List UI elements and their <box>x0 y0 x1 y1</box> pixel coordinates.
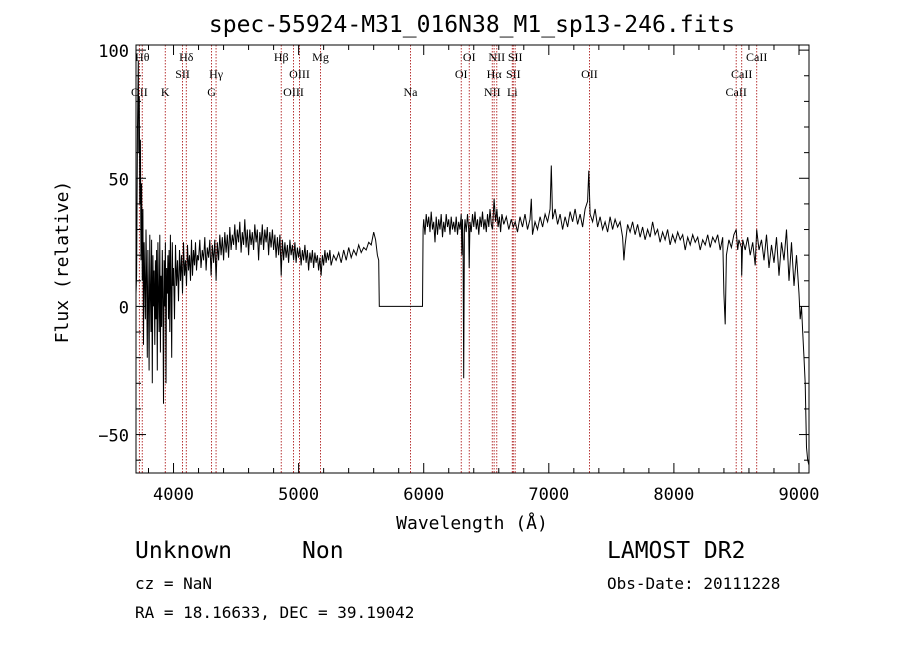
spectral-line-label: OI <box>455 67 468 81</box>
spectral-line-label: Hθ <box>135 50 150 64</box>
spectral-line-label: K <box>161 85 170 99</box>
spectral-line-label: SII <box>508 50 523 64</box>
x-tick-label: 8000 <box>653 485 694 505</box>
x-tick-label: 6000 <box>403 485 444 505</box>
y-tick-label: 50 <box>109 170 129 190</box>
coordinates-text: RA = 18.16633, DEC = 39.19042 <box>135 603 415 622</box>
spectral-line-label: Li <box>507 85 518 99</box>
x-tick-label: 5000 <box>278 485 319 505</box>
spectral-line-label: NII <box>484 85 501 99</box>
class-text: Unknown <box>135 538 232 564</box>
y-axis-label: Flux (relative) <box>52 181 73 344</box>
x-tick-label: 4000 <box>153 485 194 505</box>
spectral-line-label: CaII <box>726 85 747 99</box>
spectral-line-label: OII <box>131 85 148 99</box>
spectral-line-label: G <box>207 85 216 99</box>
spectral-line-label: Na <box>403 85 418 99</box>
y-tick-label: 100 <box>98 42 129 62</box>
spectral-line-label: Hδ <box>179 50 194 64</box>
spectral-line-label: SII <box>175 67 190 81</box>
spectral-line-label: NII <box>488 50 505 64</box>
plot-frame <box>135 44 810 474</box>
spectral-line-label: OI <box>463 50 476 64</box>
x-tick-label: 7000 <box>528 485 569 505</box>
spectral-line-label: OII <box>581 67 598 81</box>
redshift-text: cz = NaN <box>135 574 213 593</box>
spectral-line-label: CaII <box>731 67 752 81</box>
spectral-line-label: Hγ <box>209 67 224 81</box>
x-tick-label: 9000 <box>779 485 820 505</box>
spectral-line-label: OIII <box>289 67 310 81</box>
subclass-text: Non <box>302 538 344 564</box>
y-tick-label: 0 <box>119 298 129 318</box>
axis-ticks: 4000 5000 6000 7000 8000 9000 100 50 0 −50 <box>98 42 819 505</box>
spectral-line-label: SII <box>506 67 521 81</box>
y-tick-label: −50 <box>98 427 129 447</box>
spectrum-line <box>135 60 810 466</box>
spectral-line-markers: OIIHθKSIIHδGHγHβOIIIOIIIMgNaOIOINIIHαNII… <box>131 45 767 473</box>
spectral-line-label: Hβ <box>274 50 289 64</box>
chart-title: spec-55924-M31_016N38_M1_sp13-246.fits <box>209 12 735 38</box>
spectral-line-label: Mg <box>312 50 329 64</box>
spectral-line-label: Hα <box>487 67 503 81</box>
survey-label: LAMOST DR2 <box>607 538 746 564</box>
spectral-line-label: OIII <box>283 85 304 99</box>
spectral-line-label: CaII <box>746 50 767 64</box>
obs-date-text: Obs-Date: 20111228 <box>607 574 781 593</box>
x-axis-label: Wavelength (Å) <box>396 512 548 534</box>
